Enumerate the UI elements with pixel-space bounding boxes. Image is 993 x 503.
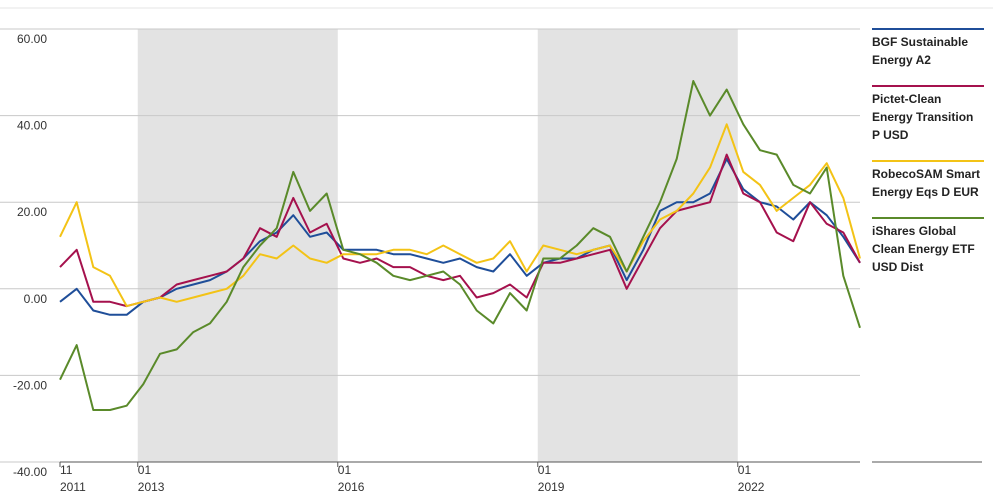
y-tick-label: 0.00: [24, 292, 48, 306]
legend-entry: Pictet-Clean Energy Transition P USD: [872, 85, 984, 144]
series-line: [59, 123, 861, 308]
x-tick-label: 01: [738, 463, 752, 477]
shaded-period: [137, 29, 338, 462]
series-line: [59, 153, 861, 308]
legend: BGF Sustainable Energy A2 Pictet-Clean En…: [872, 28, 984, 276]
lines: [59, 80, 861, 411]
legend-entry: RobecoSAM Smart Energy Eqs D EUR: [872, 160, 984, 201]
shaded-period: [537, 29, 738, 462]
x-tick-label: 01: [538, 463, 552, 477]
y-tick-label: -40.00: [13, 465, 47, 479]
bands: [137, 29, 738, 462]
x-tick-label: 01: [338, 463, 352, 477]
x-tick-label: 01: [138, 463, 152, 477]
y-tick-label: -20.00: [13, 378, 47, 392]
y-tick-label: 60.00: [17, 32, 47, 46]
x-tick-label: 2016: [338, 480, 365, 494]
grid: -40.00 -20.00 0.00 20.00 40.00 60.00 11 2011 01 2…: [0, 28, 860, 494]
x-tick-label: 2019: [538, 480, 565, 494]
x-tick-label: 2013: [138, 480, 165, 494]
series-line: [59, 157, 861, 316]
x-tick-label: 2022: [738, 480, 765, 494]
series-line: [59, 80, 861, 411]
legend-entry: BGF Sustainable Energy A2: [872, 28, 984, 69]
y-tick-label: 20.00: [17, 205, 47, 219]
legend-entry: iShares Global Clean Energy ETF USD Dist: [872, 217, 984, 276]
x-tick-label: 11: [60, 463, 73, 477]
y-tick-label: 40.00: [17, 119, 47, 133]
x-tick-label: 2011: [60, 480, 86, 494]
